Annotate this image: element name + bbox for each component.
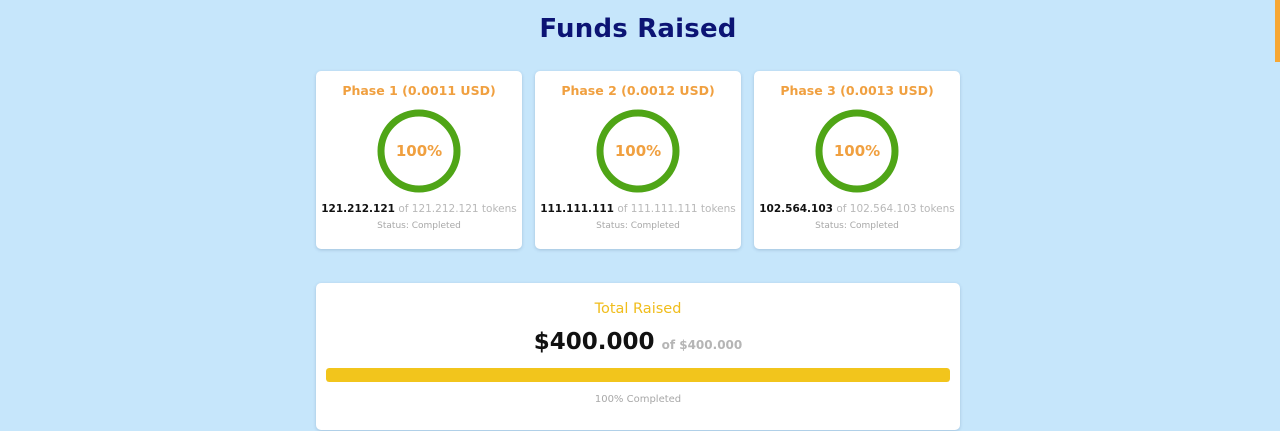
progress-ring-graphic <box>815 109 899 193</box>
progress-ring: 100% <box>815 109 899 193</box>
token-count: 121.212.121 of 121.212.121 tokens <box>316 203 522 215</box>
total-amount: $400.000 <box>533 329 655 355</box>
total-raised-label: Total Raised <box>594 301 682 317</box>
total-progress-bar <box>326 368 950 382</box>
token-count: 111.111.111 of 111.111.111 tokens <box>535 203 741 215</box>
progress-ring-graphic <box>596 109 680 193</box>
phase-title: Phase 1 (0.0011 USD) <box>342 83 496 98</box>
progress-ring: 100% <box>596 109 680 193</box>
ring-progress-arc <box>596 109 680 193</box>
tokens-sold: 121.212.121 <box>321 203 395 215</box>
total-goal: of $400.000 <box>661 338 743 352</box>
tokens-total: of 111.111.111 tokens <box>617 203 736 215</box>
progress-ring: 100% <box>377 109 461 193</box>
total-raised-card: Total Raised $400.000 of $400.000 100% C… <box>316 283 960 430</box>
scrollbar-thumb[interactable] <box>1275 0 1280 62</box>
phase-card-2: Phase 2 (0.0012 USD) 100% 111.111.111 of… <box>535 71 741 249</box>
phase-card-3: Phase 3 (0.0013 USD) 100% 102.564.103 of… <box>754 71 960 249</box>
page-title: Funds Raised <box>539 14 737 44</box>
tokens-total: of 121.212.121 tokens <box>398 203 517 215</box>
phase-title: Phase 2 (0.0012 USD) <box>561 83 715 98</box>
total-progress-fill <box>326 368 950 382</box>
ring-progress-arc <box>815 109 899 193</box>
phase-status: Status: Completed <box>815 221 899 231</box>
token-count: 102.564.103 of 102.564.103 tokens <box>754 203 960 215</box>
tokens-sold: 111.111.111 <box>540 203 614 215</box>
phase-status: Status: Completed <box>377 221 461 231</box>
progress-percent: 100% <box>614 142 662 160</box>
progress-percent: 100% <box>833 142 881 160</box>
phase-title: Phase 3 (0.0013 USD) <box>780 83 934 98</box>
scrollbar[interactable] <box>1275 0 1280 431</box>
total-amount-row: $400.000 of $400.000 <box>316 329 960 355</box>
ring-progress-arc <box>377 109 461 193</box>
tokens-sold: 102.564.103 <box>759 203 833 215</box>
phase-card-1: Phase 1 (0.0011 USD) 100% 121.212.121 of… <box>316 71 522 249</box>
progress-percent: 100% <box>395 142 443 160</box>
tokens-total: of 102.564.103 tokens <box>836 203 955 215</box>
phase-status: Status: Completed <box>596 221 680 231</box>
total-status: 100% Completed <box>594 394 682 405</box>
progress-ring-graphic <box>377 109 461 193</box>
